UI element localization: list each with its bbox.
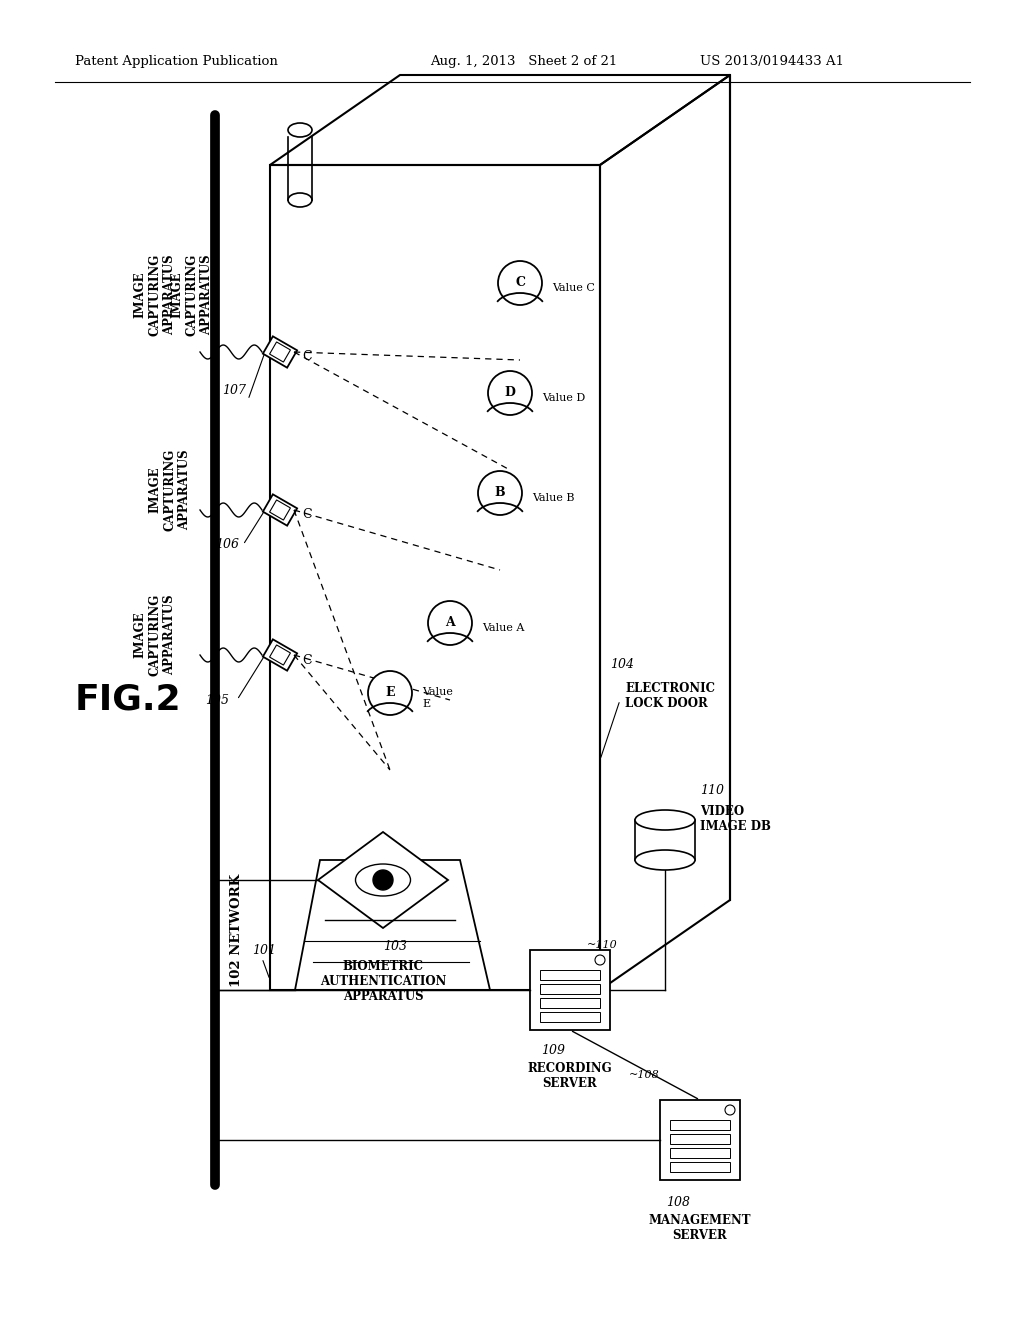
Circle shape (488, 371, 532, 414)
FancyBboxPatch shape (670, 1134, 730, 1144)
FancyBboxPatch shape (530, 950, 610, 1030)
Circle shape (498, 261, 542, 305)
Text: Value D: Value D (542, 393, 586, 403)
Text: US 2013/0194433 A1: US 2013/0194433 A1 (700, 55, 844, 69)
Text: 109: 109 (541, 1044, 565, 1056)
Text: RECORDING
SERVER: RECORDING SERVER (527, 1063, 612, 1090)
FancyBboxPatch shape (263, 494, 297, 525)
Text: VIDEO
IMAGE DB: VIDEO IMAGE DB (700, 805, 771, 833)
Circle shape (368, 671, 412, 715)
Text: MANAGEMENT
SERVER: MANAGEMENT SERVER (649, 1214, 752, 1242)
Text: 102 NETWORK: 102 NETWORK (230, 874, 243, 986)
Text: 107: 107 (222, 384, 246, 396)
Polygon shape (318, 832, 449, 928)
Text: C: C (515, 276, 525, 289)
Text: 101: 101 (252, 944, 276, 957)
Text: 103: 103 (383, 940, 407, 953)
Text: BIOMETRIC
AUTHENTICATION
APPARATUS: BIOMETRIC AUTHENTICATION APPARATUS (319, 960, 446, 1003)
Text: IMAGE
CAPTURING
APPARATUS: IMAGE CAPTURING APPARATUS (133, 253, 176, 337)
Text: 108: 108 (666, 1196, 690, 1209)
FancyBboxPatch shape (269, 342, 291, 362)
Ellipse shape (288, 193, 312, 207)
FancyBboxPatch shape (540, 998, 600, 1008)
FancyBboxPatch shape (670, 1148, 730, 1158)
Text: D: D (505, 387, 515, 400)
Circle shape (725, 1105, 735, 1115)
FancyBboxPatch shape (635, 820, 695, 861)
FancyBboxPatch shape (670, 1162, 730, 1172)
Text: E: E (385, 686, 394, 700)
Text: IMAGE
CAPTURING
APPARATUS: IMAGE CAPTURING APPARATUS (133, 594, 176, 676)
Text: IMAGE
CAPTURING
APPARATUS: IMAGE CAPTURING APPARATUS (148, 449, 191, 531)
FancyBboxPatch shape (540, 983, 600, 994)
Text: ~110: ~110 (587, 940, 618, 950)
Ellipse shape (635, 810, 695, 830)
Text: 110: 110 (700, 784, 724, 796)
Text: Value B: Value B (532, 492, 574, 503)
Text: B: B (495, 487, 505, 499)
FancyBboxPatch shape (263, 337, 297, 368)
FancyBboxPatch shape (263, 639, 297, 671)
Text: A: A (445, 616, 455, 630)
FancyBboxPatch shape (670, 1119, 730, 1130)
FancyBboxPatch shape (660, 1100, 740, 1180)
Text: Aug. 1, 2013   Sheet 2 of 21: Aug. 1, 2013 Sheet 2 of 21 (430, 55, 617, 69)
Ellipse shape (288, 123, 312, 137)
Text: Value C: Value C (552, 282, 595, 293)
Circle shape (595, 954, 605, 965)
Ellipse shape (355, 865, 411, 896)
Text: C: C (302, 508, 311, 521)
FancyBboxPatch shape (540, 1012, 600, 1022)
Text: 104: 104 (610, 659, 634, 672)
Text: Value A: Value A (482, 623, 524, 634)
FancyBboxPatch shape (540, 970, 600, 979)
Text: 105: 105 (205, 693, 229, 706)
Ellipse shape (635, 850, 695, 870)
Circle shape (428, 601, 472, 645)
Text: C: C (302, 653, 311, 667)
Text: FIG.2: FIG.2 (75, 682, 181, 717)
Circle shape (478, 471, 522, 515)
Text: Patent Application Publication: Patent Application Publication (75, 55, 278, 69)
Text: 106: 106 (215, 539, 239, 552)
Text: C: C (302, 351, 311, 363)
Text: ELECTRONIC
LOCK DOOR: ELECTRONIC LOCK DOOR (625, 682, 715, 710)
Circle shape (373, 870, 393, 890)
FancyBboxPatch shape (269, 500, 291, 520)
Text: ~108: ~108 (630, 1071, 660, 1080)
Text: IMAGE
CAPTURING
APPARATUS: IMAGE CAPTURING APPARATUS (171, 253, 213, 337)
FancyBboxPatch shape (269, 645, 291, 665)
Text: Value
E: Value E (422, 688, 453, 709)
